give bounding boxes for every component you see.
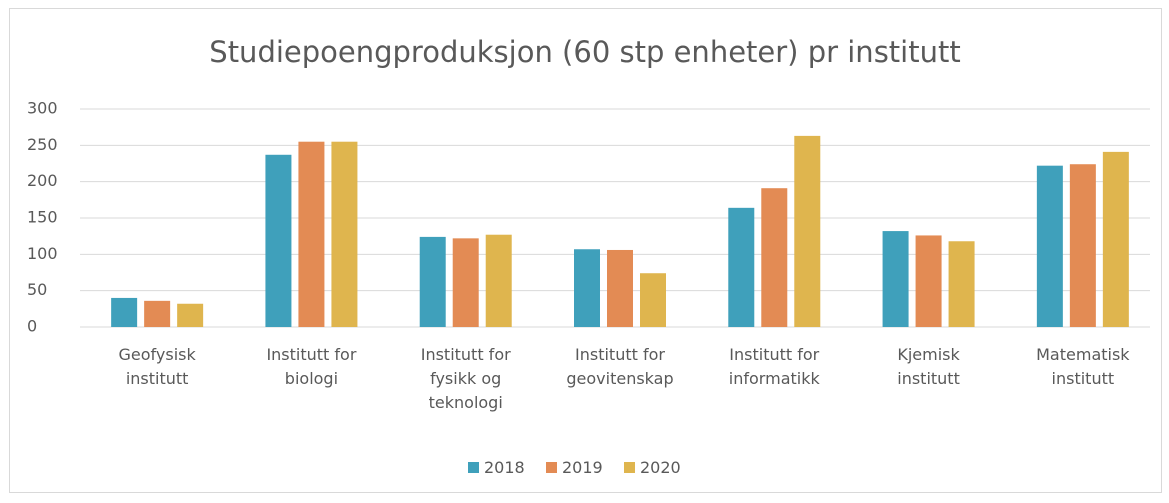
bar xyxy=(948,241,975,327)
bar xyxy=(265,154,292,327)
bar xyxy=(298,141,325,327)
x-tick-label: Institutt for geovitenskap xyxy=(566,345,674,388)
bar xyxy=(882,231,909,327)
bar xyxy=(111,297,138,327)
x-tick-label: Institutt for fysikk og teknologi xyxy=(420,345,511,412)
legend-label: 2020 xyxy=(640,458,681,477)
x-tick-label: Institutt for informatikk xyxy=(728,345,820,388)
bar xyxy=(607,249,633,327)
bar xyxy=(728,207,755,327)
bar xyxy=(794,135,821,327)
bar xyxy=(915,235,942,327)
y-tick-label: 150 xyxy=(27,208,58,227)
chart-title: Studiepoengproduksjon (60 stp enheter) p… xyxy=(209,35,960,69)
y-tick-label: 250 xyxy=(27,135,58,154)
bar xyxy=(452,238,479,327)
legend-item: 2020 xyxy=(624,458,681,477)
bar xyxy=(177,303,204,327)
bar xyxy=(1036,165,1063,327)
bar xyxy=(640,273,666,327)
bar xyxy=(485,234,512,327)
x-tick-label: Matematisk institutt xyxy=(1036,345,1130,388)
legend-swatch xyxy=(546,462,557,473)
y-tick-label: 300 xyxy=(27,99,58,118)
bar xyxy=(574,249,600,327)
bar xyxy=(761,188,788,327)
legend-item: 2018 xyxy=(468,458,525,477)
legend-item: 2019 xyxy=(546,458,603,477)
y-tick-label: 50 xyxy=(27,280,47,299)
bar xyxy=(331,141,358,327)
x-tick-label: Kjemisk institutt xyxy=(897,345,960,388)
bar xyxy=(144,300,171,327)
bar xyxy=(419,236,446,327)
x-tick-label: Institutt for biologi xyxy=(266,345,357,388)
y-tick-label: 200 xyxy=(27,171,58,190)
y-tick-label: 100 xyxy=(27,244,58,263)
y-tick-label: 0 xyxy=(27,317,37,336)
legend-label: 2018 xyxy=(484,458,525,477)
legend-swatch xyxy=(624,462,635,473)
legend-swatch xyxy=(468,462,479,473)
legend-label: 2019 xyxy=(562,458,603,477)
bar xyxy=(1069,164,1096,327)
bar xyxy=(1102,151,1129,327)
x-tick-label: Geofysisk institutt xyxy=(118,345,196,388)
